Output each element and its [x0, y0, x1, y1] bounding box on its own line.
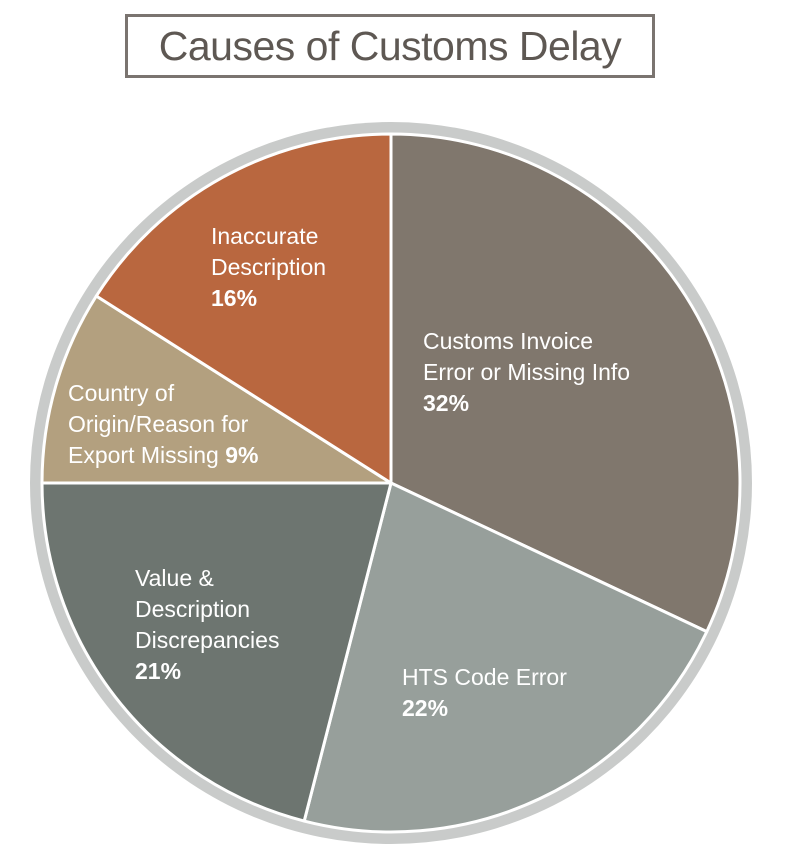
slice-label-line: Country of: [68, 378, 258, 409]
pie-slice-inaccurate-description: [94, 132, 393, 485]
slice-label-line: Customs Invoice: [423, 326, 630, 357]
pie-slice-customs-invoice: [389, 132, 742, 634]
slice-label-text: HTS Code Error: [402, 664, 567, 690]
slice-label-text: Customs Invoice: [423, 328, 594, 354]
slice-label-line: Discrepancies: [135, 625, 279, 656]
pie-slice-value-description: [40, 481, 393, 823]
slice-label-text: Country of: [68, 380, 175, 406]
chart-title: Causes of Customs Delay: [158, 22, 622, 69]
slice-label-line: Export Missing 9%: [68, 440, 258, 471]
slice-label-text: Export Missing: [68, 442, 219, 468]
slice-label-text: Value &: [135, 565, 214, 591]
slice-label-customs-invoice: Customs Invoice Error or Missing Info 32%: [423, 326, 630, 419]
slice-label-line: Error or Missing Info: [423, 357, 630, 388]
slice-label-line: Origin/Reason for: [68, 409, 258, 440]
slice-value-label: 16%: [211, 285, 258, 311]
slice-label-line: Description: [211, 252, 326, 283]
slice-label-line: Value &: [135, 563, 279, 594]
slice-value-label: 22%: [402, 695, 449, 721]
slice-label-line: HTS Code Error: [402, 662, 567, 693]
slice-label-country-of-origin: Country of Origin/Reason for Export Missin…: [68, 378, 258, 471]
slice-label-text: Description: [211, 254, 327, 280]
pie-slice-hts-code-error: [302, 481, 709, 834]
slice-label-text: Discrepancies: [135, 627, 280, 653]
slice-label-hts-code-error: HTS Code Error 22%: [402, 662, 567, 724]
slice-label-line: Inaccurate: [211, 221, 326, 252]
slice-label-text: Error or Missing Info: [423, 359, 631, 385]
slice-value-label: 9%: [225, 442, 259, 468]
slice-label-inaccurate-description: Inaccurate Description 16%: [211, 221, 326, 314]
pie-slice-country-of-origin: [40, 294, 393, 485]
pie-slices: [40, 132, 742, 834]
slice-label-line: Description: [135, 594, 279, 625]
slice-label-text: Inaccurate: [211, 223, 319, 249]
slice-value-label: 32%: [423, 390, 470, 416]
slice-label-text: Origin/Reason for: [68, 411, 249, 437]
slice-label-text: Description: [135, 596, 251, 622]
chart-title-box: Causes of Customs Delay: [125, 14, 655, 78]
slice-value-label: 21%: [135, 658, 182, 684]
slice-label-value-description: Value & Description Discrepancies 21%: [135, 563, 279, 687]
